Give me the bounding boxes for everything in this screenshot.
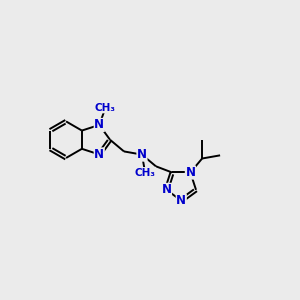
Text: N: N [94,148,104,161]
Text: CH₃: CH₃ [95,103,116,113]
Text: N: N [176,194,186,207]
Text: N: N [161,183,172,196]
Text: CH₃: CH₃ [135,168,156,178]
Text: N: N [94,118,104,131]
Text: N: N [137,148,147,161]
Text: N: N [185,166,195,179]
